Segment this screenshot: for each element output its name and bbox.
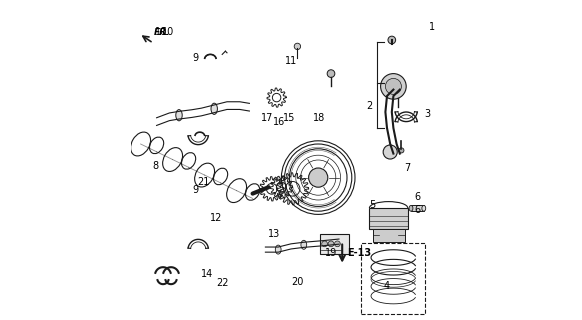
Bar bbox=[411, 205, 424, 211]
Text: FR.: FR. bbox=[154, 28, 171, 37]
Text: E-13: E-13 bbox=[347, 248, 371, 258]
Text: 17: 17 bbox=[261, 113, 274, 124]
Circle shape bbox=[322, 241, 328, 247]
Text: 6: 6 bbox=[414, 192, 420, 202]
Circle shape bbox=[335, 241, 340, 247]
Circle shape bbox=[333, 236, 345, 247]
Bar bbox=[320, 234, 349, 254]
Text: 10: 10 bbox=[155, 27, 168, 37]
Circle shape bbox=[388, 36, 396, 44]
Text: 19: 19 bbox=[325, 248, 337, 258]
Text: 6: 6 bbox=[414, 204, 420, 215]
Circle shape bbox=[294, 43, 300, 50]
Circle shape bbox=[327, 70, 335, 77]
Text: 8: 8 bbox=[152, 161, 158, 172]
Bar bbox=[370, 208, 408, 229]
Text: 2: 2 bbox=[366, 100, 372, 111]
Circle shape bbox=[308, 168, 328, 187]
Text: 15: 15 bbox=[283, 113, 296, 124]
Circle shape bbox=[385, 78, 402, 94]
Text: 18: 18 bbox=[313, 113, 325, 124]
Circle shape bbox=[383, 145, 398, 159]
Ellipse shape bbox=[409, 205, 413, 211]
Text: 12: 12 bbox=[210, 212, 222, 223]
Ellipse shape bbox=[275, 245, 281, 254]
Ellipse shape bbox=[301, 240, 307, 249]
Text: 7: 7 bbox=[404, 163, 410, 173]
Ellipse shape bbox=[211, 103, 218, 115]
Text: 1: 1 bbox=[429, 22, 435, 32]
Text: 11: 11 bbox=[285, 56, 297, 66]
Text: 13: 13 bbox=[268, 228, 280, 239]
Text: 3: 3 bbox=[424, 108, 430, 119]
Circle shape bbox=[381, 74, 406, 99]
Circle shape bbox=[399, 148, 404, 153]
Text: 5: 5 bbox=[369, 200, 375, 210]
Text: 20: 20 bbox=[291, 276, 304, 287]
Bar bbox=[361, 243, 425, 314]
Text: 16: 16 bbox=[273, 116, 285, 127]
Bar bbox=[372, 229, 404, 242]
Text: 4: 4 bbox=[384, 281, 390, 292]
Text: 22: 22 bbox=[216, 278, 229, 288]
Text: 14: 14 bbox=[201, 268, 213, 279]
Text: 10: 10 bbox=[162, 27, 174, 37]
Text: 9: 9 bbox=[192, 185, 198, 196]
Circle shape bbox=[328, 241, 334, 247]
Text: 9: 9 bbox=[192, 52, 198, 63]
Ellipse shape bbox=[176, 110, 182, 121]
Ellipse shape bbox=[422, 205, 425, 211]
Text: 21: 21 bbox=[197, 177, 209, 188]
